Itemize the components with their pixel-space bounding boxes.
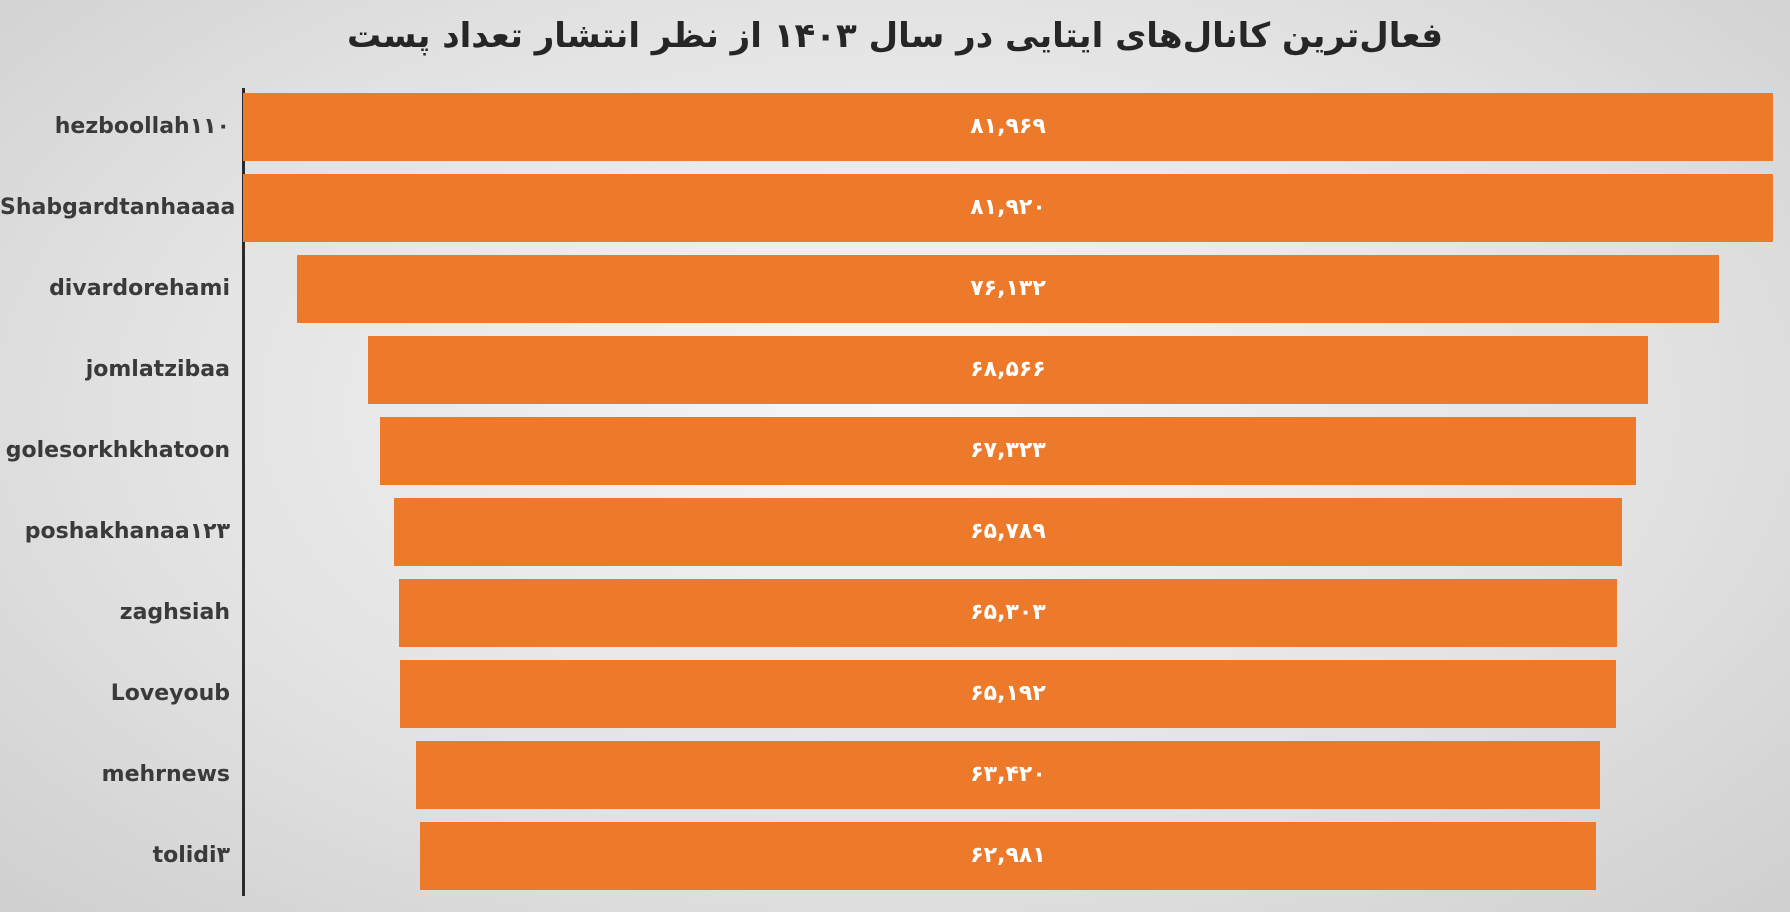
category-tick-label: jomlatzibaa [85,357,230,382]
category-tick-label: mehrnews [101,762,230,787]
bar [297,255,1719,323]
category-tick-label: Shabgardtanhaaaa [0,195,236,220]
bar-value-label: ۶۲,۹۸۱ [970,843,1046,868]
chart-title: فعال‌ترین کانال‌های ایتایی در سال ۱۴۰۳ ا… [347,16,1443,56]
bar-value-label: ۸۱,۹۶۹ [970,114,1046,139]
bar [394,498,1622,566]
category-tick-label: zaghsiah [119,600,230,625]
category-tick-label: poshakhanaa۱۲۳ [24,519,230,544]
category-tick-label: hezboollah۱۱۰ [54,114,230,139]
bar [243,174,1773,242]
bar [420,822,1596,890]
bar [399,660,1617,728]
bar-value-label: ۶۷,۳۲۳ [970,438,1046,463]
bar [379,417,1637,485]
bar [243,93,1773,161]
bar [398,579,1618,647]
bar-value-label: ۶۵,۳۰۳ [970,600,1046,625]
bar-value-label: ۶۵,۱۹۲ [970,681,1046,706]
bar-value-label: ۸۱,۹۲۰ [970,195,1046,220]
bar-value-label: ۶۵,۷۸۹ [970,519,1046,544]
bar-value-label: ۶۸,۵۶۶ [970,357,1046,382]
category-tick-label: tolidi۳ [152,843,230,868]
bar-value-label: ۶۳,۴۲۰ [970,762,1046,787]
category-tick-label: divardorehami [49,276,230,301]
category-axis-line [242,88,245,896]
category-tick-label: Loveyoub [110,681,230,706]
bar-value-label: ۷۶,۱۳۲ [970,276,1046,301]
bar [416,741,1600,809]
bar [368,336,1648,404]
category-tick-label: golesorkhkhatoon [5,438,230,463]
